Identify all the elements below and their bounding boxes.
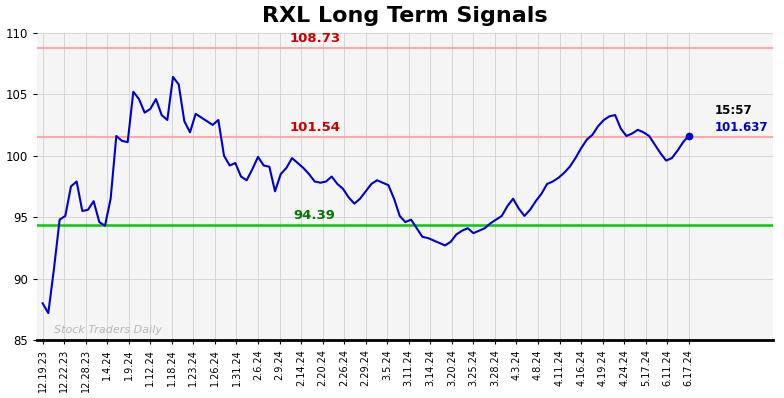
Text: 101.54: 101.54 xyxy=(289,121,340,134)
Text: 15:57: 15:57 xyxy=(715,104,753,117)
Title: RXL Long Term Signals: RXL Long Term Signals xyxy=(262,6,548,25)
Text: Stock Traders Daily: Stock Traders Daily xyxy=(54,325,162,335)
Text: 94.39: 94.39 xyxy=(294,209,336,222)
Text: 101.637: 101.637 xyxy=(715,121,768,134)
Text: 108.73: 108.73 xyxy=(289,32,340,45)
